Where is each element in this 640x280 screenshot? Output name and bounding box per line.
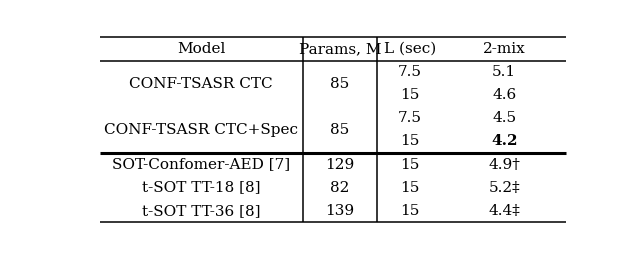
Text: 2-mix: 2-mix	[483, 42, 525, 56]
Text: 15: 15	[400, 134, 420, 148]
Text: 15: 15	[400, 181, 420, 195]
Text: 15: 15	[400, 88, 420, 102]
Text: 15: 15	[400, 204, 420, 218]
Text: 15: 15	[400, 158, 420, 172]
Text: 129: 129	[325, 158, 355, 172]
Text: t-SOT TT-36 [8]: t-SOT TT-36 [8]	[142, 204, 260, 218]
Text: 4.5: 4.5	[492, 111, 516, 125]
Text: t-SOT TT-18 [8]: t-SOT TT-18 [8]	[142, 181, 260, 195]
Text: 4.9†: 4.9†	[488, 158, 520, 172]
Text: 4.6: 4.6	[492, 88, 516, 102]
Text: 5.2‡: 5.2‡	[488, 181, 520, 195]
Text: Model: Model	[177, 42, 225, 56]
Text: SOT-Confomer-AED [7]: SOT-Confomer-AED [7]	[112, 158, 291, 172]
Text: 4.4‡: 4.4‡	[488, 204, 520, 218]
Text: 139: 139	[325, 204, 355, 218]
Text: 85: 85	[330, 77, 349, 91]
Text: L (sec): L (sec)	[384, 42, 436, 56]
Text: 5.1: 5.1	[492, 65, 516, 79]
Text: 85: 85	[330, 123, 349, 137]
Text: CONF-TSASR CTC: CONF-TSASR CTC	[129, 77, 273, 91]
Text: Params, M: Params, M	[299, 42, 381, 56]
Text: 7.5: 7.5	[398, 111, 422, 125]
Text: 7.5: 7.5	[398, 65, 422, 79]
Text: CONF-TSASR CTC+Spec: CONF-TSASR CTC+Spec	[104, 123, 298, 137]
Text: 4.2: 4.2	[491, 134, 518, 148]
Text: 82: 82	[330, 181, 349, 195]
